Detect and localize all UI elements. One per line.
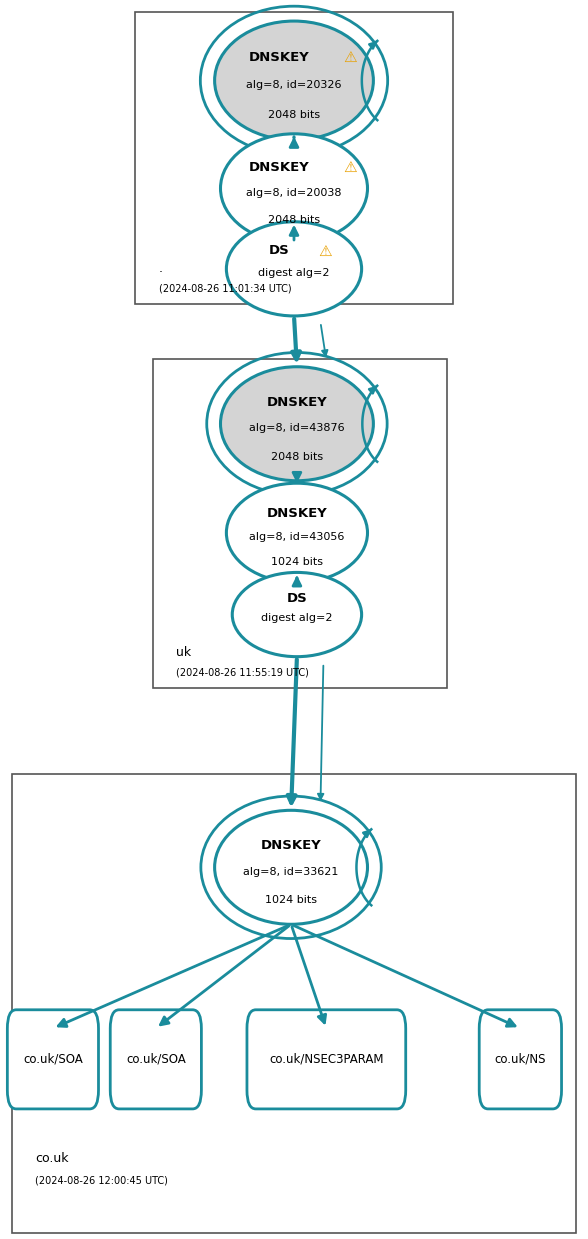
Ellipse shape [220,134,368,243]
FancyBboxPatch shape [7,1010,98,1109]
Text: 2048 bits: 2048 bits [268,214,320,225]
FancyBboxPatch shape [111,1010,201,1109]
Text: DNSKEY: DNSKEY [249,161,310,175]
Ellipse shape [215,21,373,140]
Text: co.uk/NS: co.uk/NS [495,1053,546,1066]
Text: (2024-08-26 11:01:34 UTC): (2024-08-26 11:01:34 UTC) [159,284,292,294]
Text: DNSKEY: DNSKEY [266,395,328,409]
Text: uk: uk [176,647,192,659]
Ellipse shape [226,483,368,582]
Text: ⚠: ⚠ [318,244,332,259]
FancyBboxPatch shape [153,359,447,688]
Text: alg=8, id=20038: alg=8, id=20038 [246,187,342,198]
Text: alg=8, id=33621: alg=8, id=33621 [243,867,339,877]
Text: DS: DS [269,244,290,258]
FancyBboxPatch shape [247,1010,406,1109]
Text: alg=8, id=20326: alg=8, id=20326 [246,81,342,90]
Text: DS: DS [286,592,308,605]
Text: 1024 bits: 1024 bits [265,896,317,906]
Text: 2048 bits: 2048 bits [271,452,323,462]
Text: co.uk/NSEC3PARAM: co.uk/NSEC3PARAM [269,1053,383,1066]
Text: DNSKEY: DNSKEY [266,508,328,520]
Text: ⚠: ⚠ [343,51,358,66]
FancyBboxPatch shape [479,1010,562,1109]
Text: co.uk/SOA: co.uk/SOA [23,1053,83,1066]
FancyBboxPatch shape [12,774,576,1233]
Text: digest alg=2: digest alg=2 [258,268,330,278]
Text: digest alg=2: digest alg=2 [261,613,333,623]
Text: DNSKEY: DNSKEY [260,839,322,852]
Text: ⚠: ⚠ [343,160,358,175]
Text: (2024-08-26 12:00:45 UTC): (2024-08-26 12:00:45 UTC) [35,1176,168,1186]
Text: (2024-08-26 11:55:19 UTC): (2024-08-26 11:55:19 UTC) [176,668,309,678]
Ellipse shape [215,810,368,924]
Text: co.uk: co.uk [35,1152,69,1165]
Ellipse shape [220,367,373,481]
Ellipse shape [232,572,362,657]
Text: co.uk/SOA: co.uk/SOA [126,1053,186,1066]
Text: 1024 bits: 1024 bits [271,556,323,566]
Text: alg=8, id=43876: alg=8, id=43876 [249,424,345,434]
Text: DNSKEY: DNSKEY [249,52,310,64]
Ellipse shape [226,222,362,316]
Text: .: . [159,263,163,275]
Text: 2048 bits: 2048 bits [268,110,320,120]
Text: alg=8, id=43056: alg=8, id=43056 [249,532,345,541]
FancyBboxPatch shape [135,12,453,304]
